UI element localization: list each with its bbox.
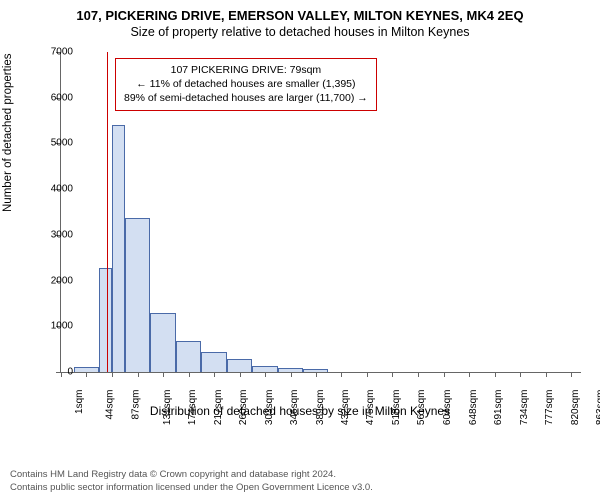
x-tick-label: 777sqm [544, 390, 555, 426]
histogram-bar [74, 367, 99, 372]
x-tick [265, 372, 266, 377]
x-tick-label: 561sqm [416, 390, 427, 426]
x-tick-label: 131sqm [162, 390, 173, 426]
x-tick [163, 372, 164, 377]
x-tick [138, 372, 139, 377]
histogram-bar [252, 366, 277, 372]
page-subtitle: Size of property relative to detached ho… [0, 23, 600, 39]
footer-attribution: Contains HM Land Registry data © Crown c… [10, 469, 373, 494]
x-tick [571, 372, 572, 377]
histogram-bar [227, 359, 252, 372]
y-tick-label: 4000 [33, 184, 73, 195]
x-tick [86, 372, 87, 377]
x-tick [444, 372, 445, 377]
x-tick-label: 389sqm [315, 390, 326, 426]
x-tick [392, 372, 393, 377]
annotation-box: 107 PICKERING DRIVE: 79sqm ← 11% of deta… [115, 58, 377, 111]
x-tick-label: 518sqm [391, 390, 402, 426]
histogram-bar [125, 218, 150, 373]
x-tick [214, 372, 215, 377]
histogram-bar [278, 368, 303, 372]
y-tick-label: 6000 [33, 92, 73, 103]
y-tick-label: 7000 [33, 47, 73, 58]
x-tick-label: 432sqm [340, 390, 351, 426]
x-tick-label: 87sqm [130, 390, 141, 420]
x-tick-label: 648sqm [468, 390, 479, 426]
y-tick-label: 3000 [33, 229, 73, 240]
x-tick [418, 372, 419, 377]
histogram-bar [112, 125, 125, 372]
x-tick-label: 1sqm [74, 390, 85, 414]
property-marker-line [107, 52, 108, 372]
x-tick [495, 372, 496, 377]
page-title: 107, PICKERING DRIVE, EMERSON VALLEY, MI… [0, 0, 600, 23]
histogram-bar [303, 369, 328, 372]
x-tick [520, 372, 521, 377]
x-tick-label: 303sqm [264, 390, 275, 426]
footer-line-1: Contains HM Land Registry data © Crown c… [10, 469, 373, 481]
x-tick-label: 346sqm [289, 390, 300, 426]
histogram-bar [176, 341, 201, 372]
x-tick [546, 372, 547, 377]
x-tick-label: 475sqm [365, 390, 376, 426]
x-tick-label: 174sqm [187, 390, 198, 426]
x-tick [341, 372, 342, 377]
annotation-line-2: ← 11% of detached houses are smaller (1,… [124, 77, 368, 91]
x-tick-label: 44sqm [105, 390, 116, 420]
annotation-line-1: 107 PICKERING DRIVE: 79sqm [124, 63, 368, 77]
x-tick-label: 863sqm [595, 390, 600, 426]
y-axis-label: Number of detached properties [2, 53, 14, 212]
plot-area: 107 PICKERING DRIVE: 79sqm ← 11% of deta… [60, 52, 581, 373]
x-tick [291, 372, 292, 377]
x-tick [367, 372, 368, 377]
x-tick-label: 217sqm [213, 390, 224, 426]
x-tick-label: 691sqm [493, 390, 504, 426]
histogram-bar [150, 313, 175, 372]
x-tick [469, 372, 470, 377]
y-tick-label: 1000 [33, 321, 73, 332]
x-tick [240, 372, 241, 377]
x-tick-label: 260sqm [238, 390, 249, 426]
y-tick-label: 0 [33, 367, 73, 378]
x-tick [189, 372, 190, 377]
annotation-line-3: 89% of semi-detached houses are larger (… [124, 91, 368, 105]
y-tick-label: 2000 [33, 275, 73, 286]
x-tick [316, 372, 317, 377]
y-tick-label: 5000 [33, 138, 73, 149]
x-tick [112, 372, 113, 377]
footer-line-2: Contains public sector information licen… [10, 482, 373, 494]
histogram-bar [99, 268, 111, 372]
chart-container: Number of detached properties 107 PICKER… [0, 42, 600, 422]
x-tick-label: 820sqm [570, 390, 581, 426]
x-tick-label: 734sqm [519, 390, 530, 426]
histogram-bar [201, 352, 226, 372]
x-tick-label: 604sqm [442, 390, 453, 426]
